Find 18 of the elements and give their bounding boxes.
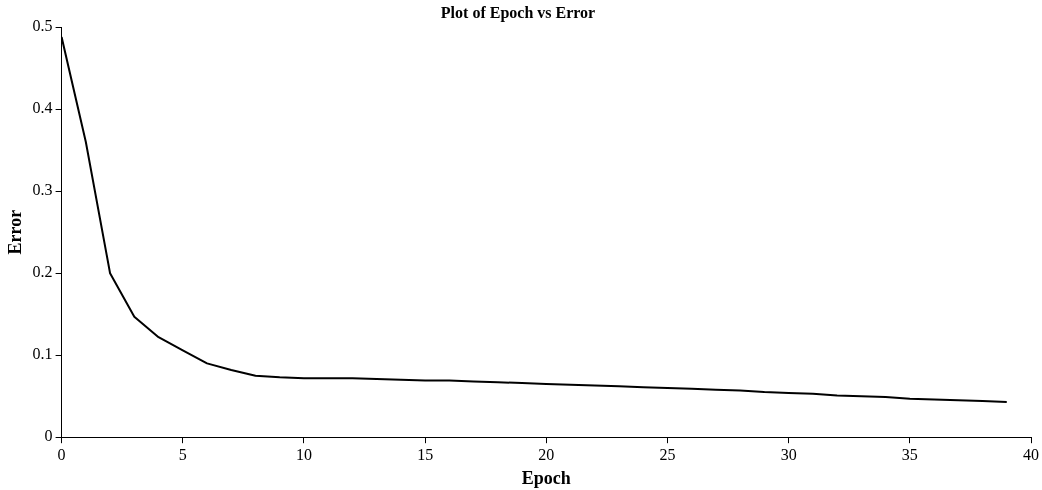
y-tick-label: 0.3 [32,181,53,199]
y-tick-label: 0.1 [32,345,53,363]
x-tick-label: 10 [295,446,312,463]
x-axis-title: Epoch [521,467,571,488]
y-tick-label: 0.5 [32,17,53,35]
x-tick-label: 15 [417,446,434,463]
x-tick-label: 0 [57,446,66,463]
y-tick-label: 0.4 [32,99,53,117]
y-axis-title: Error [5,209,26,255]
y-tick-label: 0.2 [32,263,53,281]
x-tick-label: 40 [1023,446,1039,463]
y-tick-label: 0 [44,427,53,445]
x-tick-label: 30 [780,446,797,463]
x-tick-label: 20 [538,446,555,463]
chart-title: Plot of Epoch vs Error [440,3,596,22]
x-tick-label: 5 [178,446,187,463]
x-tick-label: 35 [901,446,918,463]
x-tick-label: 25 [659,446,676,463]
